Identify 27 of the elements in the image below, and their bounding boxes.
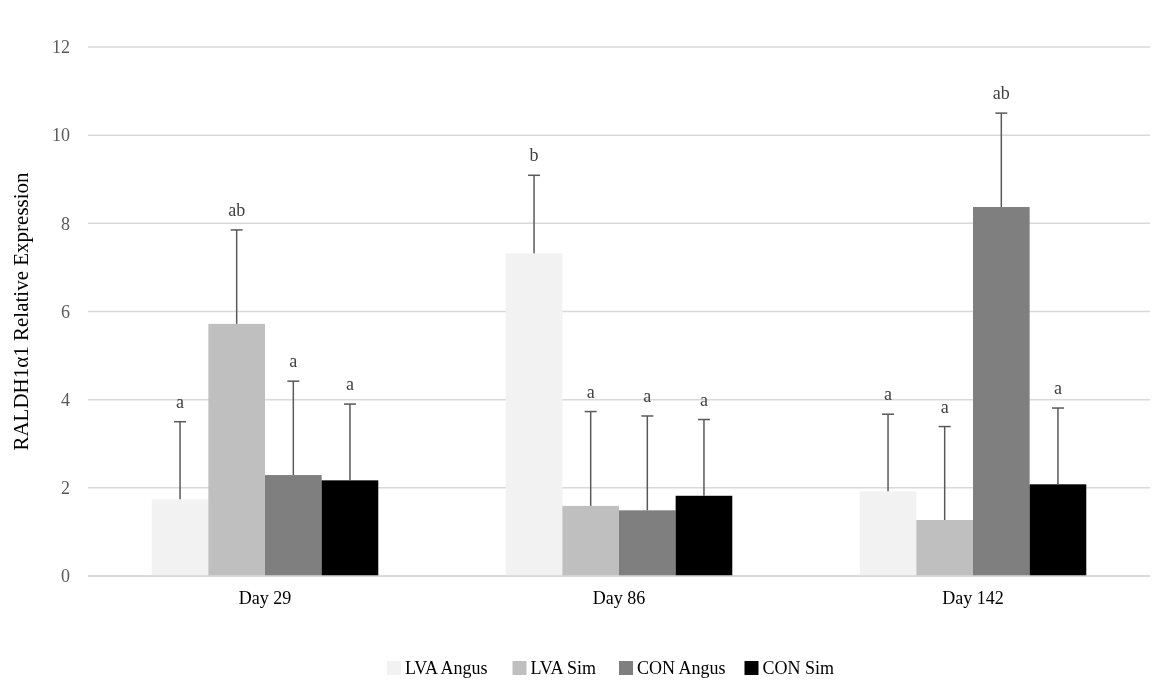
legend-label: LVA Sim: [530, 658, 597, 679]
y-tick-label: 12: [52, 37, 70, 58]
annotation: a: [699, 389, 708, 410]
legend-label: LVA Angus: [405, 658, 488, 679]
y-tick-label: 0: [61, 566, 70, 587]
annotation: a: [1053, 378, 1062, 399]
annotation: a: [345, 374, 354, 395]
annotation: a: [176, 391, 185, 412]
annotation: ab: [228, 199, 246, 220]
y-axis-title: RALDH1α1 Relative Expression: [9, 171, 33, 451]
annotation: a: [586, 381, 595, 402]
y-tick-label: 2: [61, 478, 70, 499]
y-tick-label: 8: [61, 213, 70, 234]
y-tick-label: 6: [61, 301, 70, 322]
legend-label: CON Sim: [762, 658, 835, 679]
annotation: b: [529, 145, 539, 166]
annotation: a: [289, 351, 298, 372]
annotation: a: [884, 384, 893, 405]
x-tick-label: Day 86: [592, 588, 646, 608]
annotation: ab: [992, 83, 1010, 104]
annotation: a: [643, 385, 652, 406]
legend-label: CON Angus: [637, 658, 726, 679]
annotation: a: [940, 396, 949, 417]
x-tick-label: Day 29: [238, 588, 292, 608]
y-tick-label: 4: [61, 389, 70, 410]
y-tick-label: 10: [52, 125, 70, 146]
x-tick-label: Day 142: [942, 588, 1004, 608]
